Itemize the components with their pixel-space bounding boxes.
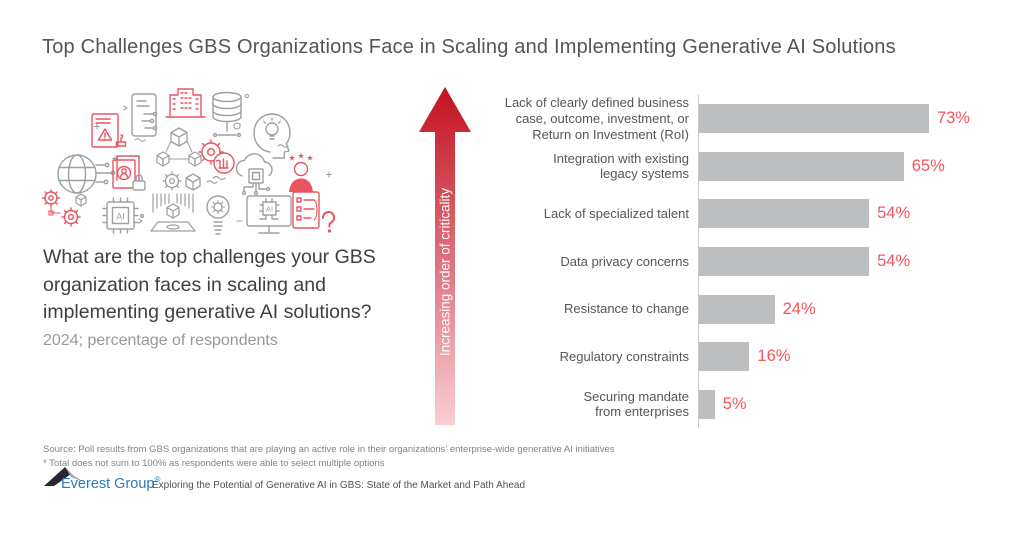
survey-question-text: What are the top challenges your GBS org… bbox=[43, 246, 376, 324]
bar bbox=[699, 199, 870, 229]
footer-brand: Everest Group® Exploring the Potential o… bbox=[44, 466, 1004, 500]
bar-track: 73% bbox=[698, 95, 1014, 143]
chart-row: Data privacy concerns 54% bbox=[477, 237, 1022, 286]
page-title: Top Challenges GBS Organizations Face in… bbox=[42, 36, 896, 58]
chart-row: Resistance to change 24% bbox=[477, 285, 1022, 333]
bar-track: 54% bbox=[698, 237, 1014, 286]
cloud-ai-icon bbox=[235, 153, 273, 196]
value-label: 5% bbox=[722, 394, 747, 413]
category-label: Integration with existing legacy systems bbox=[553, 150, 689, 182]
bar bbox=[699, 104, 929, 134]
secure-document-icon bbox=[112, 155, 146, 191]
idea-gear-bulb-icon bbox=[206, 195, 243, 235]
category-label: Securing mandate from enterprises bbox=[583, 388, 689, 420]
building-icon bbox=[165, 88, 206, 118]
ai-chip-label: AI bbox=[116, 212, 125, 222]
document-warning-icon bbox=[91, 113, 127, 148]
bar bbox=[699, 294, 775, 324]
bar-track: 5% bbox=[698, 380, 1014, 429]
bar-track: 24% bbox=[698, 285, 1014, 333]
monitor-ai-label: AI bbox=[266, 205, 273, 214]
criticality-arrow-label: Increasing order of criticality bbox=[438, 188, 453, 356]
bar-track: 65% bbox=[698, 142, 1014, 191]
smartphone-icon bbox=[123, 93, 158, 137]
bar bbox=[699, 151, 904, 181]
bar-chart: Lack of clearly defined business case, o… bbox=[477, 95, 1022, 429]
category-label: Lack of clearly defined business case, o… bbox=[504, 95, 689, 142]
cube-network-icon bbox=[156, 127, 202, 167]
bar bbox=[699, 342, 750, 372]
arrow-shape bbox=[419, 87, 471, 425]
bar-chart-rows: Lack of clearly defined business case, o… bbox=[477, 95, 1022, 429]
category-label: Data privacy concerns bbox=[560, 253, 689, 269]
everest-group-wordmark: Everest Group bbox=[61, 475, 155, 492]
cube-small-icon bbox=[75, 193, 87, 207]
everest-peak-icon bbox=[44, 467, 84, 486]
value-label: 73% bbox=[936, 109, 970, 128]
genai-icon-collage: AI AI bbox=[35, 84, 365, 246]
category-label: Regulatory constraints bbox=[559, 348, 689, 364]
database-icon bbox=[212, 91, 242, 138]
digital-globe-icon bbox=[57, 154, 119, 194]
chart-row: Integration with existing legacy systems… bbox=[477, 142, 1022, 191]
ai-chip-icon: AI bbox=[102, 197, 145, 234]
expert-person-icon bbox=[288, 152, 314, 192]
chart-row: Lack of specialized talent 54% bbox=[477, 190, 1022, 238]
survey-question-block: What are the top challenges your GBS org… bbox=[43, 244, 443, 350]
source-line-2: * Total does not sum to 100% as responde… bbox=[43, 457, 385, 469]
cube-icon bbox=[185, 173, 226, 191]
bar-track: 54% bbox=[698, 190, 1014, 238]
chart-row: Lack of clearly defined business case, o… bbox=[477, 95, 1022, 143]
document-question-icon bbox=[292, 191, 335, 233]
gear-icon bbox=[162, 171, 182, 191]
bar bbox=[699, 247, 870, 277]
gear-hand-icon bbox=[198, 139, 235, 174]
value-label: 24% bbox=[782, 299, 816, 318]
decorative-marks bbox=[93, 93, 333, 184]
value-label: 65% bbox=[911, 156, 945, 175]
criticality-arrow: Increasing order of criticality bbox=[419, 87, 471, 427]
value-label: 54% bbox=[877, 252, 911, 271]
chart-row: Regulatory constraints 16% bbox=[477, 332, 1022, 381]
category-label: Resistance to change bbox=[563, 301, 689, 317]
bar bbox=[699, 389, 715, 419]
linked-gears-icon bbox=[41, 189, 81, 227]
category-label: Lack of specialized talent bbox=[543, 206, 689, 222]
survey-question-subtitle: 2024; percentage of respondents bbox=[43, 332, 278, 350]
bar-track: 16% bbox=[698, 332, 1014, 381]
chart-row: Securing mandate from enterprises 5% bbox=[477, 380, 1022, 429]
head-idea-icon bbox=[253, 113, 291, 159]
source-note: Source: Poll results from GBS organizati… bbox=[43, 443, 615, 471]
monitor-ai-icon: AI bbox=[246, 195, 292, 234]
value-label: 54% bbox=[877, 204, 911, 223]
report-title: Exploring the Potential of Generative AI… bbox=[152, 480, 526, 491]
everest-group-logo: Everest Group® bbox=[61, 475, 160, 492]
registered-mark: ® bbox=[154, 475, 161, 484]
value-label: 16% bbox=[757, 347, 791, 366]
additive-printer-icon bbox=[138, 193, 196, 232]
source-line-1: Source: Poll results from GBS organizati… bbox=[43, 444, 615, 455]
